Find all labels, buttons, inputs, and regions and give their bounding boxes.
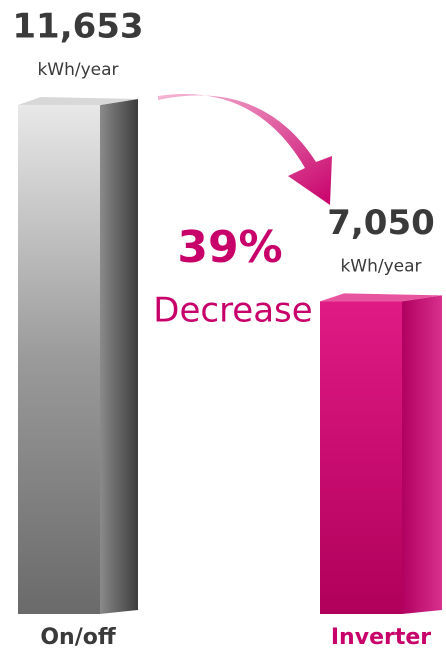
unit-label: kWh/year [37,60,118,80]
category-label: Inverter [331,625,431,650]
bar [320,301,402,614]
value-label: 7,050 [327,203,435,243]
category-label: On/off [40,625,117,650]
bar-top [18,97,138,105]
unit-label: kWh/year [340,256,421,276]
bar-side [402,295,442,614]
decrease-arrow [158,94,332,205]
bar [18,105,100,614]
decrease-annotation: Decrease [153,291,312,331]
percent-annotation: 39% [177,222,282,273]
bar-side [100,99,138,614]
value-label: 11,653 [12,7,143,47]
bar-top [320,293,442,302]
